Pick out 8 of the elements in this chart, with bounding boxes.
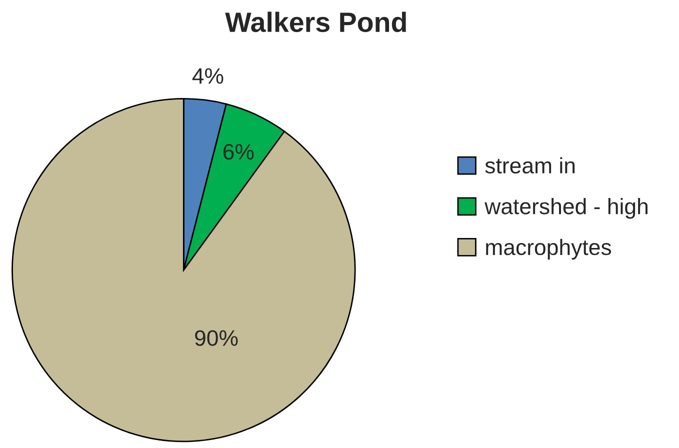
legend-label: macrophytes xyxy=(486,238,612,260)
chart-title: Walkers Pond xyxy=(225,12,406,32)
data-label: 4% xyxy=(192,68,224,84)
data-label: 6% xyxy=(223,144,254,160)
data-label: 90% xyxy=(195,330,238,346)
legend-label: stream in xyxy=(485,157,575,174)
pie-slice xyxy=(12,98,356,442)
legend-label: watershed - high xyxy=(484,198,648,219)
